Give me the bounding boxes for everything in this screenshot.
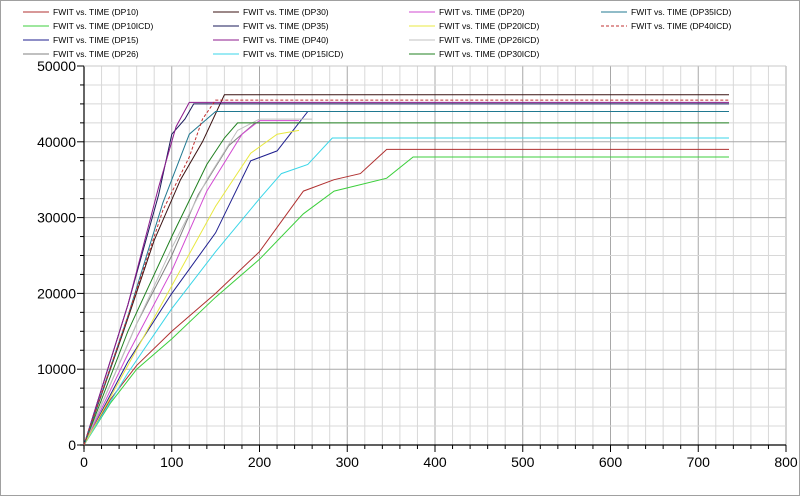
x-tick-label: 500 bbox=[511, 454, 535, 470]
series-line-9 bbox=[83, 120, 299, 446]
legend-label: FWIT vs. TIME (DP15ICD) bbox=[243, 49, 343, 59]
series-line-1 bbox=[83, 148, 729, 446]
y-tick-label: 50000 bbox=[37, 58, 76, 74]
legend: FWIT vs. TIME (DP10) FWIT vs. TIME (DP10I… bbox=[23, 7, 798, 67]
series-lines bbox=[83, 94, 729, 446]
legend-label: FWIT vs. TIME (DP40) bbox=[243, 35, 329, 45]
legend-label: FWIT vs. TIME (DP10) bbox=[53, 7, 139, 17]
x-tick-label: 400 bbox=[423, 454, 447, 470]
legend-clip-mask bbox=[76, 60, 798, 65]
legend-label: FWIT vs. TIME (DP35) bbox=[243, 21, 329, 31]
x-tick-label: 600 bbox=[599, 454, 623, 470]
x-tick-label: 300 bbox=[336, 454, 360, 470]
legend-label: FWIT vs. TIME (DP20) bbox=[439, 7, 525, 17]
x-tick-label: 200 bbox=[248, 454, 272, 470]
legend-label: FWIT vs. TIME (DP20ICD) bbox=[439, 21, 539, 31]
series-line-4 bbox=[83, 122, 313, 446]
x-tick-label: 700 bbox=[687, 454, 711, 470]
legend-label: FWIT vs. TIME (DP10ICD) bbox=[53, 21, 153, 31]
series-line-3 bbox=[83, 111, 309, 446]
grid bbox=[83, 65, 787, 446]
legend-label: FWIT vs. TIME (DP15) bbox=[53, 35, 139, 45]
y-tick-label: 10000 bbox=[37, 361, 76, 377]
x-tick-label: 100 bbox=[160, 454, 184, 470]
y-tick-label: 40000 bbox=[37, 134, 76, 150]
series-line-11 bbox=[83, 118, 313, 446]
legend-label: FWIT vs. TIME (DP26ICD) bbox=[439, 35, 539, 45]
y-tick-label: 20000 bbox=[37, 285, 76, 301]
legend-label: FWIT vs. TIME (DP30) bbox=[243, 7, 329, 17]
series-line-13 bbox=[83, 111, 729, 446]
series-line-12 bbox=[83, 122, 729, 446]
legend-label: FWIT vs. TIME (DP40ICD) bbox=[631, 21, 731, 31]
series-line-2 bbox=[83, 156, 729, 446]
tick-labels: 0 100 200 300 400 500 600 700 800 0 10000 20000 3000… bbox=[37, 58, 798, 470]
series-line-7 bbox=[83, 101, 729, 446]
x-tick-label: 800 bbox=[774, 454, 798, 470]
series-line-8 bbox=[83, 137, 729, 446]
axes bbox=[77, 65, 787, 452]
series-line-10 bbox=[83, 129, 300, 446]
series-line-5 bbox=[83, 94, 729, 446]
x-tick-label: 0 bbox=[80, 454, 88, 470]
legend-label: FWIT vs. TIME (DP30ICD) bbox=[439, 49, 539, 59]
y-tick-label: 0 bbox=[68, 437, 76, 453]
legend-label: FWIT vs. TIME (DP26) bbox=[53, 49, 139, 59]
series-line-14 bbox=[83, 99, 729, 446]
y-tick-label: 30000 bbox=[37, 210, 76, 226]
legend-label: FWIT vs. TIME (DP35ICD) bbox=[631, 7, 731, 17]
